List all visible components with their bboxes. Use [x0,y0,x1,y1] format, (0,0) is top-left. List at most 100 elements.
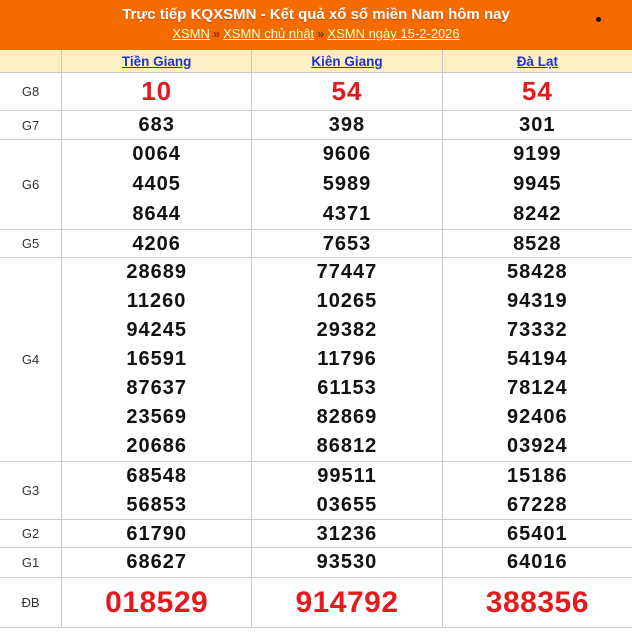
result-number: 29382 [316,319,378,341]
result-number: 78124 [507,377,568,399]
prize-label-g6: G6 [0,140,62,229]
prize-label-g5: G5 [0,230,62,257]
result-number: 0064 [132,143,181,166]
result-number: 16591 [126,348,187,370]
prize-row-g5: G5 4206 7653 8528 [0,230,632,258]
breadcrumb-link-xsmn-ngay[interactable]: XSMN ngày 15-2-2026 [327,26,460,41]
province-header-kien-giang: Kiên Giang [252,50,443,72]
prize-column-spacer [0,50,62,72]
result-cell: 4206 [62,230,253,257]
result-number: 87637 [126,377,187,399]
result-cell: 77447 10265 29382 11796 61153 82869 8681… [252,258,443,461]
result-cell: 31236 [252,520,443,547]
prize-label-g4: G4 [0,258,62,461]
result-cell: 68548 56853 [62,462,253,519]
result-number: 82869 [316,406,378,428]
province-header-da-lat: Đà Lạt [443,50,632,72]
prize-row-g6: G6 0064 4405 8644 9606 5989 4371 9199 99… [0,140,632,230]
result-number: 77447 [316,261,378,283]
result-number: 86812 [316,435,378,457]
breadcrumb-link-xsmn-chu-nhat[interactable]: XSMN chủ nhật [223,26,315,41]
result-number: 4405 [132,172,181,195]
result-cell: 9606 5989 4371 [252,140,443,229]
result-number: 58428 [507,261,568,283]
result-number: 9606 [322,143,372,166]
result-cell: 7653 [252,230,443,257]
result-number: 11260 [126,290,187,312]
result-number: 99511 [317,465,377,487]
result-cell: 99511 03655 [252,462,443,519]
result-cell: 0064 4405 8644 [62,140,253,229]
result-number: 73332 [507,319,568,341]
result-number: 15186 [507,465,568,487]
result-number: 92406 [507,406,568,428]
breadcrumb-separator: » [212,26,221,41]
province-header-tien-giang: Tiền Giang [62,50,253,72]
result-number: 398 [328,114,366,136]
result-cell: 93530 [252,548,443,577]
result-number: 94245 [126,319,187,341]
province-link-kien-giang[interactable]: Kiên Giang [311,53,383,69]
result-number: 93530 [316,551,378,573]
result-number: 8644 [132,202,181,225]
result-cell: 018529 [62,578,253,627]
result-cell: 58428 94319 73332 54194 78124 92406 0392… [443,258,632,461]
result-cell: 54 [252,73,443,110]
prize-label-g3: G3 [0,462,62,519]
result-cell: 914792 [252,578,443,627]
result-cell: 28689 11260 94245 16591 87637 23569 2068… [62,258,253,461]
result-number: 8528 [513,233,562,255]
prize-row-g8: G8 10 54 54 [0,73,632,111]
result-number: 4206 [132,233,181,255]
result-number: 018529 [105,586,209,619]
result-cell: 10 [62,73,253,110]
result-number: 7653 [322,233,372,255]
result-number: 23569 [126,406,187,428]
result-number: 301 [519,114,556,136]
result-number: 61153 [317,377,377,399]
result-number: 61790 [126,523,187,545]
results-table: Tiền Giang Kiên Giang Đà Lạt G8 10 54 54… [0,50,632,628]
breadcrumb: XSMN» XSMN chủ nhật» XSMN ngày 15-2-2026 [0,25,632,43]
result-number: 54 [521,76,553,106]
prize-label-g2: G2 [0,520,62,547]
result-cell: 398 [252,111,443,139]
result-number: 10 [141,76,173,106]
black-dot [596,17,601,22]
result-number: 9199 [513,143,562,166]
breadcrumb-link-xsmn[interactable]: XSMN [172,26,210,41]
province-link-da-lat[interactable]: Đà Lạt [516,53,558,69]
result-number: 10265 [316,290,378,312]
prize-label-g8: G8 [0,73,62,110]
result-number: 9945 [513,172,562,195]
result-cell: 301 [443,111,632,139]
result-cell: 9199 9945 8242 [443,140,632,229]
result-number: 4371 [322,202,372,225]
result-number: 20686 [126,435,187,457]
prize-row-g7: G7 683 398 301 [0,111,632,140]
result-cell: 54 [443,73,632,110]
result-number: 54194 [507,348,568,370]
prize-row-g2: G2 61790 31236 65401 [0,520,632,548]
result-cell: 388356 [443,578,632,627]
result-number: 683 [138,114,175,136]
result-number: 68627 [126,551,187,573]
prize-row-db: ĐB 018529 914792 388356 [0,578,632,628]
prize-label-g1: G1 [0,548,62,577]
result-number: 28689 [126,261,187,283]
result-number: 914792 [295,586,399,619]
prize-row-g3: G3 68548 56853 99511 03655 15186 67228 [0,462,632,520]
prize-row-g1: G1 68627 93530 64016 [0,548,632,578]
result-number: 56853 [126,494,187,516]
result-cell: 8528 [443,230,632,257]
breadcrumb-separator: » [317,26,325,41]
result-cell: 15186 67228 [443,462,632,519]
result-cell: 683 [62,111,253,139]
prize-label-g7: G7 [0,111,62,139]
result-number: 67228 [507,494,568,516]
province-link-tien-giang[interactable]: Tiền Giang [121,53,192,69]
result-cell: 61790 [62,520,253,547]
result-cell: 65401 [443,520,632,547]
result-number: 5989 [322,172,372,195]
result-number: 388356 [485,586,589,619]
